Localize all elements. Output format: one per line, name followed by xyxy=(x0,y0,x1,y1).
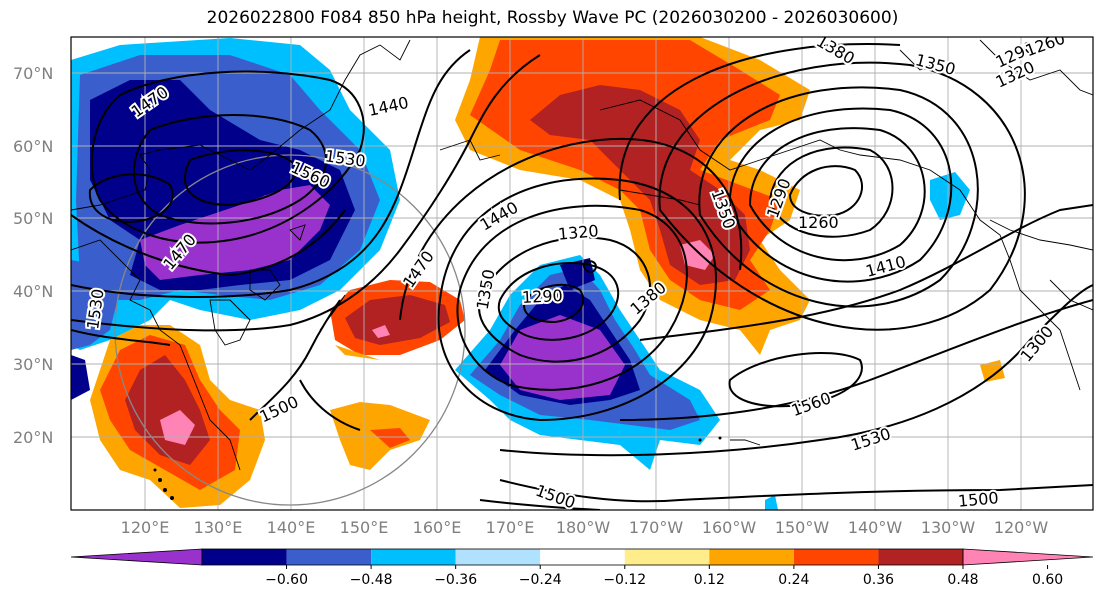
lon-label: 160°E xyxy=(413,518,462,537)
colorbar-swatch xyxy=(709,549,794,565)
graticule xyxy=(71,37,1093,510)
colorbar: −0.60 −0.48 −0.36 −0.24 −0.12 0.12 0.24 0.36 0.4… xyxy=(70,548,1094,588)
lat-label: 60°N xyxy=(13,137,53,156)
map-title: 2026022800 F084 850 hPa height, Rossby W… xyxy=(206,8,899,28)
colorbar-tick-label: 0.48 xyxy=(947,572,978,588)
colorbar-tick-label: −0.48 xyxy=(350,572,393,588)
colorbar-swatch xyxy=(540,549,625,565)
colorbar-swatch xyxy=(371,549,456,565)
colorbar-tick-label: −0.36 xyxy=(434,572,477,588)
lon-label: 140°W xyxy=(848,518,903,537)
lon-label: 150°W xyxy=(775,518,830,537)
lon-label: 180°W xyxy=(556,518,611,537)
contour-label: 1260 xyxy=(798,213,839,232)
height-contours xyxy=(71,43,1093,510)
colorbar-swatch xyxy=(878,549,963,565)
longitude-labels: 120°E 130°E 140°E 150°E 160°E 170°E 180°… xyxy=(121,518,1049,537)
reference-circle xyxy=(114,154,466,506)
contour-label: 1290 xyxy=(522,286,564,307)
lon-label: 120°W xyxy=(994,518,1049,537)
lon-label: 160°W xyxy=(702,518,757,537)
lat-label: 20°N xyxy=(13,428,53,447)
islands xyxy=(153,436,722,500)
colorbar-extend-min xyxy=(70,548,203,566)
colorbar-swatch xyxy=(624,549,710,565)
colorbar-tick-label: −0.24 xyxy=(519,572,562,588)
map-frame xyxy=(70,36,1094,511)
colorbar-extend-max xyxy=(962,548,1094,566)
colorbar-swatch xyxy=(286,549,372,565)
lon-label: 170°E xyxy=(486,518,535,537)
colorbar-tick-label: −0.12 xyxy=(603,572,646,588)
lon-label: 140°E xyxy=(267,518,316,537)
lat-label: 70°N xyxy=(13,64,53,83)
lon-label: 130°W xyxy=(921,518,976,537)
colorbar-tick-label: 0.60 xyxy=(1032,572,1063,588)
colorbar-tick-label: 0.12 xyxy=(694,572,725,588)
colorbar-swatch xyxy=(455,549,541,565)
colorbar-tick-label: 0.24 xyxy=(778,572,809,588)
lon-label: 150°E xyxy=(340,518,389,537)
colorbar-frame xyxy=(201,548,964,566)
lon-label: 130°E xyxy=(194,518,243,537)
lat-label: 50°N xyxy=(13,209,53,228)
colorbar-tick-label: −0.60 xyxy=(265,572,308,588)
contour-label: 1500 xyxy=(957,488,999,510)
colorbar-swatch xyxy=(202,549,287,565)
lat-label: 30°N xyxy=(13,355,53,374)
latitude-labels: 70°N 60°N 50°N 40°N 30°N 20°N xyxy=(13,64,53,447)
lat-label: 40°N xyxy=(13,282,53,301)
colorbar-tick-label: 0.36 xyxy=(863,572,894,588)
lon-label: 170°W xyxy=(629,518,684,537)
lon-label: 120°E xyxy=(121,518,170,537)
colorbar-swatch xyxy=(793,549,879,565)
contour-label: 1320 xyxy=(557,221,599,243)
